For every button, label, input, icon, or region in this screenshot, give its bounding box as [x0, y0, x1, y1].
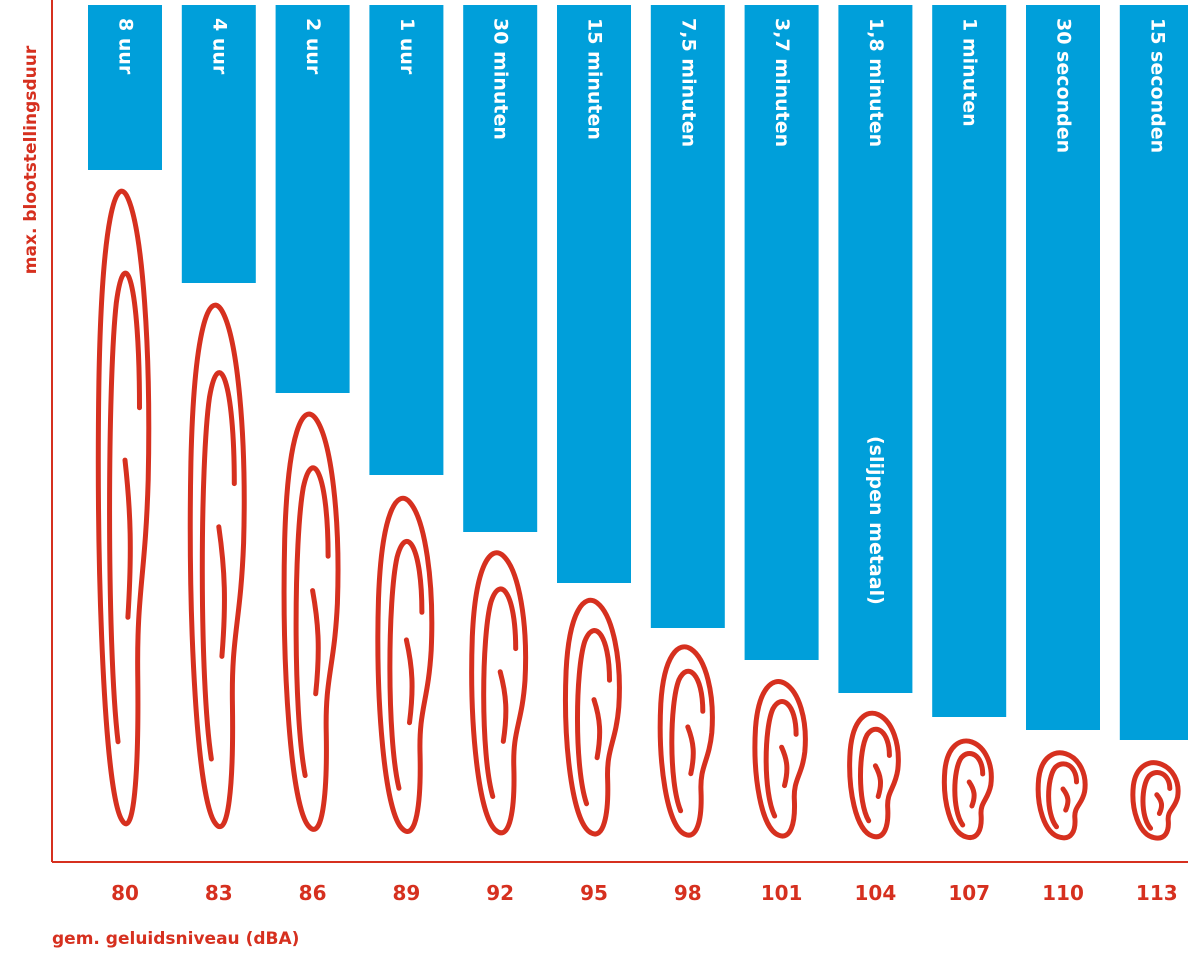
ear-icon: [1038, 753, 1085, 838]
duration-label: 8 uur: [115, 18, 137, 75]
duration-bar: [463, 5, 538, 532]
duration-label: 7,5 minuten: [677, 18, 699, 147]
duration-bar: [557, 5, 631, 583]
duration-label: 15 seconden: [1146, 18, 1168, 153]
duration-label: 1 minuten: [959, 18, 981, 127]
ear-icon: [284, 414, 338, 829]
level-label: 95: [580, 881, 608, 905]
duration-bar: [1119, 5, 1188, 740]
level-label: 101: [761, 881, 803, 905]
ear-outline: [566, 600, 620, 834]
duration-bar: [88, 5, 162, 170]
ear-icon: [190, 305, 244, 827]
level-label: 80: [111, 881, 139, 905]
ear-icon: [98, 191, 148, 824]
ear-icon: [660, 647, 712, 835]
duration-label: 3,7 minuten: [771, 18, 793, 147]
level-label: 113: [1136, 881, 1178, 905]
ear-icon: [1133, 763, 1178, 838]
ear-icon: [472, 553, 526, 833]
duration-bar: [369, 5, 444, 475]
y-axis-label: max. blootstellingsduur: [21, 45, 41, 274]
duration-bar: [838, 5, 913, 693]
ear-outline: [1038, 753, 1085, 838]
duration-label: 30 seconden: [1053, 18, 1075, 153]
ear-outline: [378, 498, 432, 831]
duration-label: 1 uur: [396, 18, 418, 75]
ear-icon: [755, 682, 805, 837]
level-label: 98: [674, 881, 702, 905]
duration-bar: [1026, 5, 1100, 730]
ear-icon: [944, 741, 991, 838]
duration-label: 30 minuten: [490, 18, 512, 140]
x-axis-label: gem. geluidsniveau (dBA): [52, 929, 299, 949]
duration-label: 2 uur: [302, 18, 324, 75]
ear-outline: [98, 191, 148, 824]
duration-label: 15 minuten: [584, 18, 606, 140]
duration-bar: [932, 5, 1007, 717]
level-label: 92: [486, 881, 514, 905]
duration-bar: [650, 5, 725, 628]
level-label: 104: [855, 881, 897, 905]
ear-icon: [378, 498, 432, 831]
ear-icon: [566, 600, 620, 834]
ear-outline: [190, 305, 244, 827]
ear-outline: [850, 713, 899, 837]
ear-outline: [660, 647, 712, 835]
ear-outline: [284, 414, 338, 829]
duration-bar: [275, 5, 350, 393]
ear-icon: [850, 713, 899, 837]
level-label: 107: [948, 881, 990, 905]
ear-outline: [1133, 763, 1178, 838]
duration-bar: [744, 5, 819, 660]
duration-label: 4 uur: [208, 18, 230, 75]
duration-bar: [181, 5, 256, 283]
note-label: (slijpen metaal): [865, 436, 887, 605]
duration-label: 1,8 minuten: [865, 18, 887, 147]
ear-outline: [472, 553, 526, 833]
level-label: 110: [1042, 881, 1084, 905]
level-label: 89: [392, 881, 420, 905]
ear-outline: [755, 682, 805, 837]
level-label: 83: [205, 881, 233, 905]
ear-outline: [944, 741, 991, 838]
level-label: 86: [299, 881, 327, 905]
